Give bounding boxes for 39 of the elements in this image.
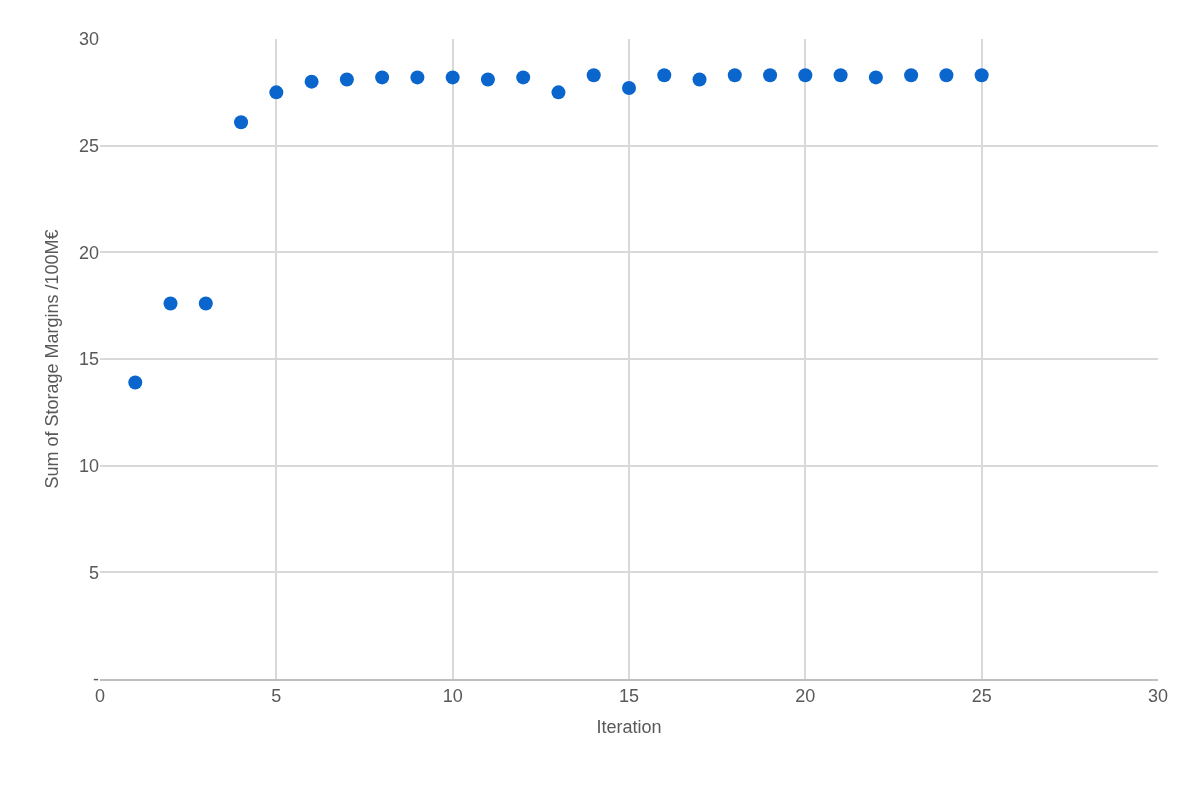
point [904, 68, 919, 83]
point [234, 115, 249, 130]
point [868, 70, 883, 85]
x-tick-label: 10 [442, 686, 463, 707]
point [304, 74, 319, 89]
x-tick-label: 15 [618, 686, 640, 707]
point [974, 68, 989, 83]
point [445, 70, 460, 85]
x-tick-label: 20 [795, 686, 816, 707]
y-tick-label: 10 [78, 455, 99, 476]
point [198, 296, 213, 311]
point [727, 68, 742, 83]
point [798, 68, 813, 83]
y-tick-label: 15 [78, 349, 99, 370]
point [269, 85, 284, 100]
point [516, 70, 531, 85]
point [586, 68, 601, 83]
y-tick-label: 25 [78, 135, 99, 156]
x-tick-label: 25 [971, 686, 992, 707]
point [833, 68, 848, 83]
x-tick-label: 30 [1147, 686, 1169, 707]
point [128, 375, 143, 390]
point [551, 85, 566, 100]
point [692, 72, 707, 87]
point [410, 70, 425, 85]
x-tick-label: 5 [271, 686, 282, 707]
point [657, 68, 672, 83]
point [763, 68, 778, 83]
point [939, 68, 954, 83]
y-axis-title: Sum of Storage Margins /100M€ [42, 229, 63, 489]
point [163, 296, 178, 311]
y-tick-label: 5 [88, 562, 99, 583]
y-tick-label: 20 [78, 242, 99, 263]
x-axis-title: Iteration [596, 716, 662, 737]
point [339, 72, 354, 87]
point [622, 81, 636, 96]
point [375, 70, 390, 85]
point [480, 72, 495, 87]
y-tick-label: 30 [78, 29, 99, 50]
